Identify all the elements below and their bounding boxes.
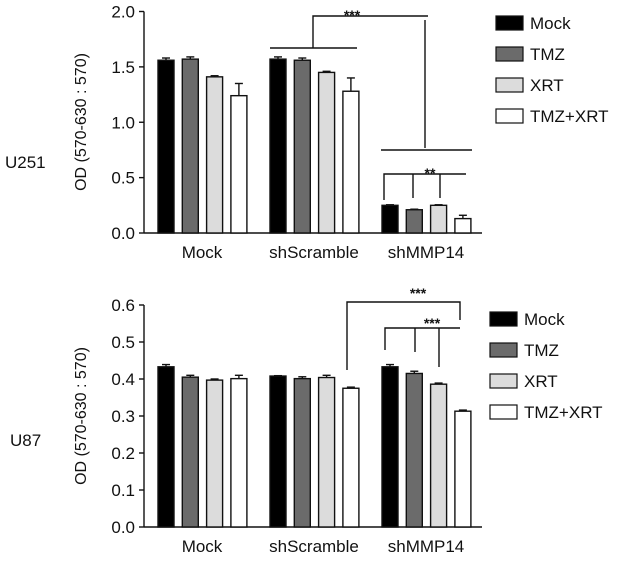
y-tick-label: 1.5 bbox=[111, 58, 135, 77]
chart-u87: 0.0 0.1 0.2 0.3 0.4 0.5 0.6 Mock shScramble shMMP… bbox=[111, 296, 602, 556]
bar bbox=[181, 58, 200, 234]
bar bbox=[381, 366, 399, 528]
legend-swatch bbox=[489, 373, 518, 389]
x-tick-label: shScramble bbox=[269, 243, 359, 262]
legend-swatch bbox=[489, 342, 518, 358]
y-tick-label: 0.5 bbox=[111, 169, 135, 188]
bar bbox=[269, 58, 287, 234]
bar bbox=[157, 59, 175, 234]
bar bbox=[454, 410, 472, 528]
bar bbox=[405, 209, 423, 234]
bar bbox=[429, 383, 448, 528]
y-axis-label: OD (570-630 : 570) bbox=[73, 347, 90, 485]
panel-label-u251: U251 bbox=[5, 153, 46, 172]
legend-swatch bbox=[495, 77, 524, 93]
legend-label: XRT bbox=[524, 372, 558, 391]
legend-swatch bbox=[495, 46, 524, 62]
legend-label: XRT bbox=[530, 76, 564, 95]
bar bbox=[269, 375, 287, 528]
bar bbox=[454, 217, 472, 234]
y-tick-label: 0.0 bbox=[111, 224, 135, 243]
y-tick-label: 1.0 bbox=[111, 113, 135, 132]
bar bbox=[381, 204, 399, 234]
y-tick-label: 0.6 bbox=[111, 296, 135, 315]
legend-swatch bbox=[489, 404, 518, 420]
bar bbox=[317, 71, 336, 234]
significance-top: *** ** bbox=[270, 7, 472, 200]
legend-swatch bbox=[489, 311, 518, 327]
y-tick-label: 2.0 bbox=[111, 3, 135, 22]
bar bbox=[205, 76, 224, 234]
bar bbox=[405, 372, 423, 528]
bar bbox=[317, 376, 336, 528]
sig-label: *** bbox=[424, 315, 441, 331]
sig-label: *** bbox=[410, 285, 427, 301]
y-tick-label: 0.3 bbox=[111, 407, 135, 426]
bar bbox=[205, 379, 224, 528]
y-tick-label: 0.5 bbox=[111, 333, 135, 352]
y-axis-label: OD (570-630 : 570) bbox=[73, 53, 90, 191]
y-tick-label: 0.0 bbox=[111, 518, 135, 537]
legend-label: TMZ+XRT bbox=[530, 107, 609, 126]
x-tick-label: shMMP14 bbox=[388, 537, 465, 556]
y-tick-label: 0.2 bbox=[111, 444, 135, 463]
x-tick-label: Mock bbox=[182, 537, 223, 556]
x-tick-label: shScramble bbox=[269, 537, 359, 556]
bar bbox=[342, 387, 360, 528]
bar bbox=[230, 377, 248, 528]
legend-label: TMZ bbox=[530, 45, 565, 64]
legend-swatch bbox=[495, 108, 524, 124]
sig-label: ** bbox=[425, 165, 436, 181]
legend-label: Mock bbox=[524, 310, 565, 329]
sig-label: *** bbox=[344, 7, 361, 23]
chart-u251: 0.0 0.5 1.0 1.5 2.0 Mock shScramble shMMP14 Mock… bbox=[111, 3, 608, 263]
panel-label-u87: U87 bbox=[10, 431, 41, 450]
bar bbox=[230, 94, 248, 234]
legend-label: TMZ bbox=[524, 341, 559, 360]
x-tick-label: shMMP14 bbox=[388, 243, 465, 262]
bar bbox=[342, 90, 360, 234]
legend-label: TMZ+XRT bbox=[524, 403, 603, 422]
bar bbox=[293, 59, 311, 234]
x-tick-label: Mock bbox=[182, 243, 223, 262]
y-tick-label: 0.1 bbox=[111, 481, 135, 500]
bar bbox=[157, 366, 175, 528]
significance-bottom: *** *** bbox=[346, 285, 461, 370]
legend-swatch bbox=[495, 15, 524, 31]
legend-label: Mock bbox=[530, 14, 571, 33]
bar bbox=[293, 377, 311, 528]
bar bbox=[181, 376, 200, 528]
y-tick-label: 0.4 bbox=[111, 370, 135, 389]
bar bbox=[429, 204, 448, 234]
